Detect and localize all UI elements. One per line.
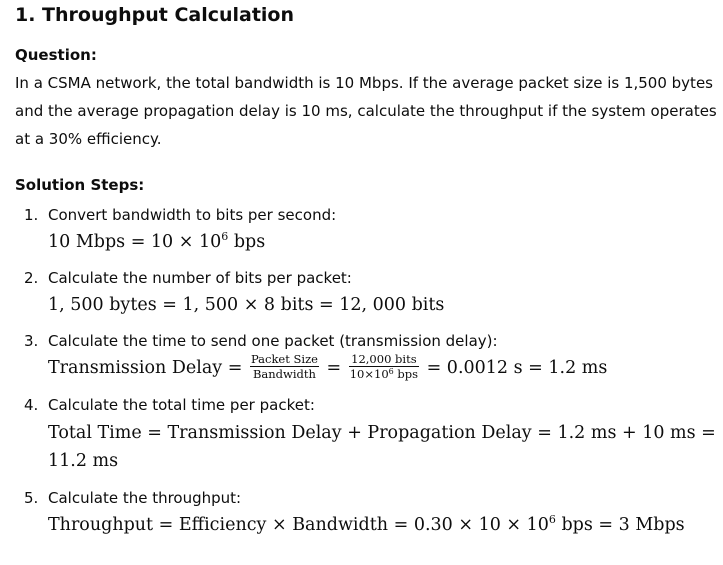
step-formula: 10 Mbps = 10 × 106 bps xyxy=(48,229,717,255)
denominator-exponent: 6 xyxy=(388,367,394,376)
fraction-numerator: 12,000 bits xyxy=(348,353,420,367)
step-title: Convert bandwidth to bits per second: xyxy=(48,206,337,224)
formula-exponent: 6 xyxy=(548,513,556,526)
formula-lhs: Throughput = Efficiency × Bandwidth = 0.… xyxy=(48,515,549,535)
step-number: 2. xyxy=(24,269,39,287)
step-formula: Throughput = Efficiency × Bandwidth = 0.… xyxy=(48,512,717,538)
step-1: 1. Convert bandwidth to bits per second:… xyxy=(15,205,717,255)
denominator-base: 10×10 xyxy=(349,367,389,381)
fraction-denominator: 10×106 bps xyxy=(349,367,419,381)
step-number: 3. xyxy=(24,332,39,350)
step-number: 5. xyxy=(24,489,39,507)
solution-steps-list: 1. Convert bandwidth to bits per second:… xyxy=(15,205,717,538)
formula-lhs: 10 Mbps = 10 × 10 xyxy=(48,232,222,252)
step-title: Calculate the time to send one packet (t… xyxy=(48,332,498,350)
formula-equals: = xyxy=(320,358,347,378)
step-number: 4. xyxy=(24,396,39,414)
step-number: 1. xyxy=(24,206,39,224)
fraction-numerator: Packet Size xyxy=(249,352,319,367)
question-text: In a CSMA network, the total bandwidth i… xyxy=(15,74,717,148)
step-2: 2. Calculate the number of bits per pack… xyxy=(15,268,717,318)
step-title: Calculate the total time per packet: xyxy=(48,396,315,414)
section-heading: 1. Throughput Calculation xyxy=(15,4,295,26)
denominator-unit: bps xyxy=(393,367,419,381)
formula-result: = 0.0012 s = 1.2 ms xyxy=(421,358,608,378)
formula-rhs: bps xyxy=(228,232,266,252)
step-5: 5. Calculate the throughput: Throughput … xyxy=(15,488,717,538)
question-label: Question: xyxy=(15,46,97,64)
step-3: 3. Calculate the time to send one packet… xyxy=(15,331,717,382)
formula-exponent: 6 xyxy=(221,230,229,243)
fraction-bits-over-bps: 12,000 bits 10×106 bps xyxy=(348,353,420,381)
step-title: Calculate the number of bits per packet: xyxy=(48,269,352,287)
step-formula: 1, 500 bytes = 1, 500 × 8 bits = 12, 000… xyxy=(48,295,445,315)
fraction-denominator: Bandwidth xyxy=(252,367,316,381)
step-title: Calculate the throughput: xyxy=(48,489,242,507)
fraction-size-over-bandwidth: Packet Size Bandwidth xyxy=(249,352,319,381)
formula-lhs: Transmission Delay = xyxy=(48,358,248,378)
solution-label: Solution Steps: xyxy=(15,176,145,194)
step-formula: Total Time = Transmission Delay + Propag… xyxy=(48,423,716,471)
step-4: 4. Calculate the total time per packet: … xyxy=(15,395,717,475)
step-formula: Transmission Delay = Packet Size Bandwidt… xyxy=(48,352,717,382)
formula-rhs: bps = 3 Mbps xyxy=(555,515,685,535)
